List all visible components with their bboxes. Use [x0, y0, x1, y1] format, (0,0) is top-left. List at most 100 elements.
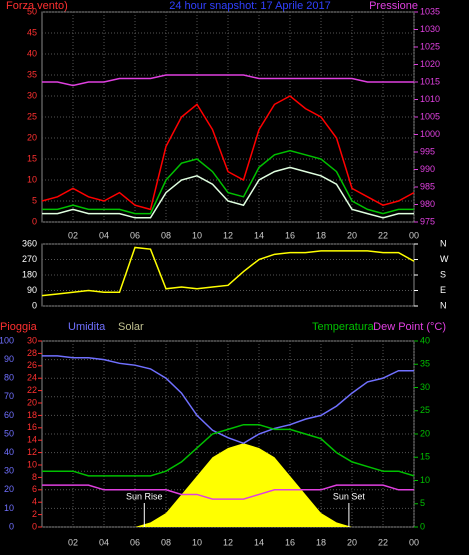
x-tick-label: 22 [378, 537, 388, 547]
y-tick-label: 60 [4, 410, 14, 420]
y3-tick-label: 22 [27, 385, 37, 395]
y-tick-label: 360 [22, 238, 37, 248]
y-tick-label: 40 [27, 48, 37, 58]
y-tick-label: 90 [27, 285, 37, 295]
line [41, 95, 415, 211]
y2-tick-label: 995 [420, 146, 435, 156]
y-tick-label: 270 [22, 254, 37, 264]
y3-tick-label: 6 [32, 484, 37, 494]
y-tick-label: 50 [4, 428, 14, 438]
x-tick-label: 02 [68, 537, 78, 547]
y3-tick-label: 4 [32, 497, 37, 507]
x-tick-label: 14 [254, 537, 264, 547]
x-tick-label: 00 [409, 230, 419, 240]
x-tick-label: 22 [378, 230, 388, 240]
y-tick-label: 35 [27, 69, 37, 79]
y2-tick-label: 0 [420, 521, 425, 531]
x-tick-label: 04 [99, 537, 109, 547]
y-tick-label: 5 [32, 195, 37, 205]
line [41, 246, 415, 297]
line [42, 74, 414, 87]
legend-label: Umidita [68, 321, 106, 333]
y3-tick-label: 26 [27, 360, 37, 370]
y-tick-label: 90 [4, 354, 14, 364]
y2-tick-label: E [440, 285, 446, 295]
y-tick-label: 15 [27, 153, 37, 163]
y-tick-label: 30 [4, 466, 14, 476]
y-tick-label: 40 [4, 447, 14, 457]
x-tick-label: 16 [285, 537, 295, 547]
x-tick-label: 08 [161, 537, 171, 547]
y2-axis-label: Pressione [369, 0, 418, 12]
x-tick-label: 02 [68, 230, 78, 240]
y2-tick-label: 15 [420, 452, 430, 462]
x-tick-label: 18 [316, 230, 326, 240]
y3-tick-label: 18 [27, 410, 37, 420]
annotation: Sun Rise [126, 491, 163, 501]
y3-tick-label: 8 [32, 472, 37, 482]
y-tick-label: 70 [4, 391, 14, 401]
x-tick-label: 16 [285, 230, 295, 240]
y3-tick-label: 20 [27, 397, 37, 407]
y2-tick-label: 1010 [420, 94, 440, 104]
annotation: Sun Set [333, 491, 366, 501]
y-tick-label: 50 [27, 6, 37, 16]
x-tick-label: 20 [347, 230, 357, 240]
y3-tick-label: 14 [27, 435, 37, 445]
x-tick-label: 10 [192, 230, 202, 240]
y2-tick-label: 1035 [420, 6, 440, 16]
y2-tick-label: 10 [420, 475, 430, 485]
y3-tick-label: 0 [32, 521, 37, 531]
y3-tick-label: 2 [32, 509, 37, 519]
y-tick-label: 30 [27, 90, 37, 100]
x-tick-label: 14 [254, 230, 264, 240]
x-tick-label: 18 [316, 537, 326, 547]
line [42, 166, 414, 219]
y2-tick-label: 25 [420, 405, 430, 415]
y2-tick-label: W [440, 254, 449, 264]
y3-tick-label: 12 [27, 447, 37, 457]
y2-tick-label: 1000 [420, 129, 440, 139]
y2-tick-label: 40 [420, 335, 430, 345]
y2-tick-label: 30 [420, 382, 430, 392]
y3-tick-label: 24 [27, 373, 37, 383]
y-tick-label: 20 [27, 132, 37, 142]
y-tick-label: 10 [27, 174, 37, 184]
line [42, 484, 414, 500]
y-tick-label: 0 [32, 300, 37, 310]
y2-tick-label: N [440, 300, 447, 310]
y3-tick-label: 10 [27, 459, 37, 469]
x-tick-label: 20 [347, 537, 357, 547]
y-tick-label: 100 [0, 335, 14, 345]
x-tick-label: 08 [161, 230, 171, 240]
legend-label: Solar [118, 321, 144, 333]
x-tick-label: 06 [130, 537, 140, 547]
chart-title: 24 hour snapshot: 17 Aprile 2017 [169, 0, 330, 12]
line [42, 149, 414, 215]
y2-tick-label: 1005 [420, 111, 440, 121]
legend-label: Dew Point (°C) [373, 321, 446, 333]
line [42, 355, 414, 445]
y-tick-label: 80 [4, 373, 14, 383]
legend-label: Temperatura [312, 321, 375, 333]
x-tick-label: 00 [409, 537, 419, 547]
y3-tick-label: 28 [27, 348, 37, 358]
y-tick-label: 180 [22, 269, 37, 279]
y2-tick-label: 975 [420, 216, 435, 226]
area [42, 443, 414, 527]
x-tick-label: 10 [192, 537, 202, 547]
y2-tick-label: 1030 [420, 24, 440, 34]
y2-tick-label: 35 [420, 359, 430, 369]
y2-tick-label: 1015 [420, 76, 440, 86]
y2-tick-label: S [440, 269, 446, 279]
y-tick-label: 25 [27, 111, 37, 121]
y-tick-label: 20 [4, 484, 14, 494]
x-tick-label: 04 [99, 230, 109, 240]
line [42, 423, 415, 477]
y2-tick-label: 5 [420, 498, 425, 508]
y3-axis-label: Pioggia [0, 321, 38, 333]
y-tick-label: 10 [4, 503, 14, 513]
y2-tick-label: 980 [420, 199, 435, 209]
